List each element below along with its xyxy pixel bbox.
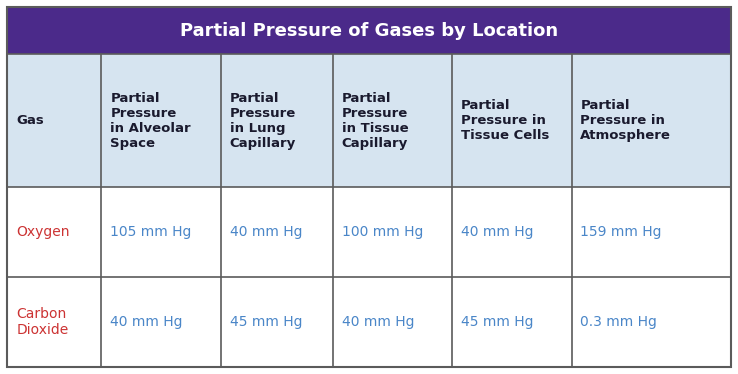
Text: 40 mm Hg: 40 mm Hg bbox=[342, 315, 414, 329]
Text: Partial
Pressure
in Tissue
Capillary: Partial Pressure in Tissue Capillary bbox=[342, 92, 408, 150]
Text: 0.3 mm Hg: 0.3 mm Hg bbox=[580, 315, 658, 329]
Text: 40 mm Hg: 40 mm Hg bbox=[110, 315, 183, 329]
FancyBboxPatch shape bbox=[7, 54, 731, 187]
Text: 159 mm Hg: 159 mm Hg bbox=[580, 225, 662, 239]
FancyBboxPatch shape bbox=[7, 277, 731, 367]
FancyBboxPatch shape bbox=[7, 7, 731, 54]
Text: Partial
Pressure
in Alveolar
Space: Partial Pressure in Alveolar Space bbox=[110, 92, 191, 150]
Text: Partial
Pressure in
Atmosphere: Partial Pressure in Atmosphere bbox=[580, 99, 672, 142]
Text: Carbon
Dioxide: Carbon Dioxide bbox=[16, 307, 69, 337]
Text: Oxygen: Oxygen bbox=[16, 225, 69, 239]
Text: 100 mm Hg: 100 mm Hg bbox=[342, 225, 423, 239]
Text: 105 mm Hg: 105 mm Hg bbox=[110, 225, 192, 239]
Text: 45 mm Hg: 45 mm Hg bbox=[230, 315, 302, 329]
Text: Partial Pressure of Gases by Location: Partial Pressure of Gases by Location bbox=[180, 22, 558, 40]
Text: Gas: Gas bbox=[16, 114, 44, 127]
Text: 40 mm Hg: 40 mm Hg bbox=[461, 225, 534, 239]
Text: 40 mm Hg: 40 mm Hg bbox=[230, 225, 302, 239]
Text: Partial
Pressure in
Tissue Cells: Partial Pressure in Tissue Cells bbox=[461, 99, 549, 142]
Text: 45 mm Hg: 45 mm Hg bbox=[461, 315, 534, 329]
FancyBboxPatch shape bbox=[7, 187, 731, 277]
Text: Partial
Pressure
in Lung
Capillary: Partial Pressure in Lung Capillary bbox=[230, 92, 296, 150]
